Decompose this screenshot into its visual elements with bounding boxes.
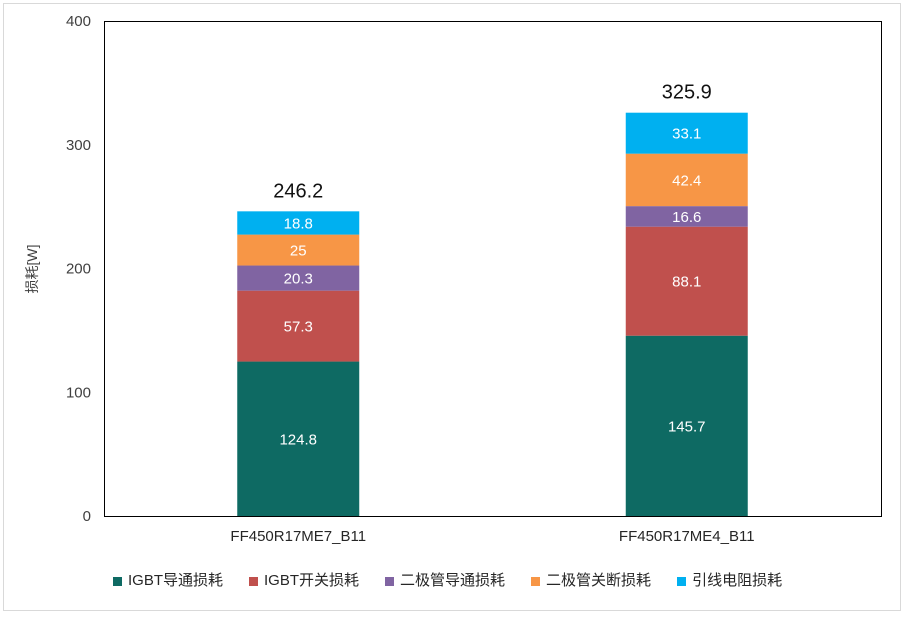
bar-segment <box>237 234 360 266</box>
legend-swatch <box>531 576 541 586</box>
chart-frame <box>3 3 901 611</box>
y-tick-label: 300 <box>66 137 91 154</box>
bar-value-label: 18.8 <box>284 215 313 232</box>
legend-label: 引线电阻损耗 <box>692 572 783 589</box>
legend-item: 二极管关断损耗 <box>531 572 651 590</box>
bar-stack: 124.8 57.3 20.3 25 18.8 <box>237 211 360 516</box>
bar-total-label: 246.2 <box>273 180 323 202</box>
bar-value-label: 16.6 <box>672 209 701 226</box>
legend-item: 二极管导通损耗 <box>385 572 505 590</box>
legend-swatch <box>677 576 687 586</box>
bar-total-label: 325.9 <box>662 82 712 104</box>
bar-segment <box>237 361 360 516</box>
bar-segment <box>625 112 748 154</box>
legend-label: 二极管导通损耗 <box>400 572 506 589</box>
bar-stack: 145.7 88.1 16.6 42.4 33.1 <box>625 112 748 516</box>
bar-value-label: 145.7 <box>668 418 706 435</box>
bar-segment <box>625 335 748 516</box>
bar-segment <box>237 211 360 235</box>
y-tick-label: 100 <box>66 384 91 401</box>
legend-label: IGBT开关损耗 <box>264 572 360 589</box>
bar-value-label: 20.3 <box>284 271 313 288</box>
y-tick-label: 200 <box>66 261 91 278</box>
y-tick-label: 0 <box>83 508 91 525</box>
legend-swatch <box>113 576 122 586</box>
bar-segment <box>625 226 748 336</box>
x-category-label: FF450R17ME4_B11 <box>619 528 755 545</box>
y-tick-label: 400 <box>66 13 91 30</box>
bar-value-label: 57.3 <box>284 319 313 336</box>
bar-segment <box>625 153 748 207</box>
bar-value-label: 25 <box>290 243 307 260</box>
legend-swatch <box>249 576 259 586</box>
y-axis-label: 损耗[W] <box>24 245 40 294</box>
plot-area <box>104 21 882 517</box>
bar-segment <box>625 206 748 227</box>
x-category-label: FF450R17ME7_B11 <box>230 528 366 545</box>
legend-label: IGBT导通损耗 <box>128 572 224 589</box>
bar-value-label: 124.8 <box>279 431 317 448</box>
chart-legend: IGBT导通损耗 IGBT开关损耗 二极管导通损耗 二极管关断损耗 引线电阻损耗 <box>113 572 782 590</box>
legend-item: IGBT导通损耗 <box>113 572 223 590</box>
bar-segment <box>237 265 360 291</box>
legend-swatch <box>385 576 395 586</box>
legend-label: 二极管关断损耗 <box>546 572 652 589</box>
legend-item: 引线电阻损耗 <box>677 572 782 590</box>
bar-value-label: 88.1 <box>672 274 701 291</box>
legend-item: IGBT开关损耗 <box>249 572 359 590</box>
bar-value-label: 33.1 <box>672 126 701 143</box>
bar-value-label: 42.4 <box>672 172 701 189</box>
bar-segment <box>237 290 360 362</box>
